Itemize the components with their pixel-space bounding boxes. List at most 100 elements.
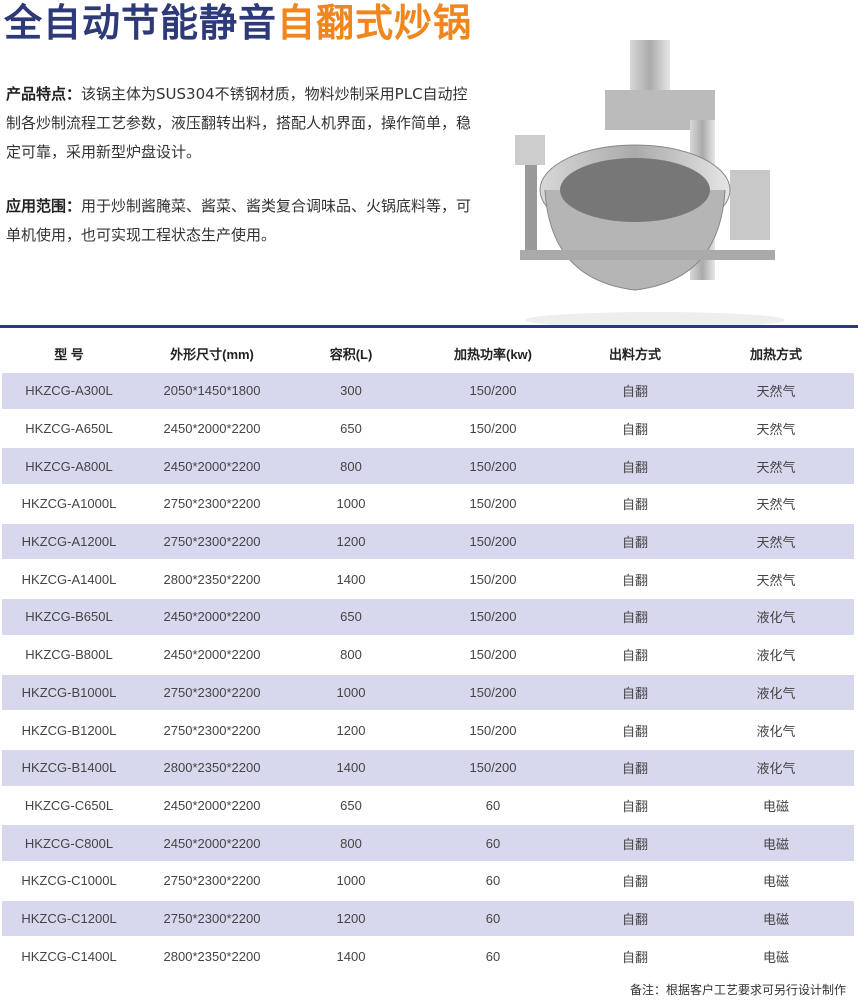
cell-discharge: 自翻 bbox=[572, 521, 698, 561]
cell-heating: 液化气 bbox=[698, 747, 854, 787]
cell-power: 150/200 bbox=[414, 747, 572, 787]
cell-dimensions: 2800*2350*2200 bbox=[136, 559, 288, 599]
cell-model: HKZCG-C1200L bbox=[2, 898, 136, 938]
cell-power: 60 bbox=[414, 936, 572, 975]
cell-discharge: 自翻 bbox=[572, 634, 698, 674]
cell-model: HKZCG-C1000L bbox=[2, 860, 136, 900]
table-row: HKZCG-A650L 2450*2000*2200 650 150/200 自翻 天然气 bbox=[2, 408, 854, 448]
cell-heating: 液化气 bbox=[698, 710, 854, 749]
cell-model: HKZCG-A650L bbox=[2, 408, 136, 448]
cell-dimensions: 2050*1450*1800 bbox=[136, 371, 288, 410]
table-row: HKZCG-C1400L 2800*2350*2200 1400 60 自翻 电磁 bbox=[2, 936, 854, 975]
header-model: 型 号 bbox=[54, 347, 84, 362]
cell-capacity: 1400 bbox=[288, 747, 414, 787]
cell-model: HKZCG-B650L bbox=[2, 597, 136, 636]
cell-dimensions: 2450*2000*2200 bbox=[136, 823, 288, 862]
cell-heating: 天然气 bbox=[698, 408, 854, 448]
cell-dimensions: 2800*2350*2200 bbox=[136, 936, 288, 975]
cell-discharge: 自翻 bbox=[572, 860, 698, 900]
header-heating: 加热方式 bbox=[749, 347, 802, 362]
cell-power: 150/200 bbox=[414, 597, 572, 636]
table-row: HKZCG-C800L 2450*2000*2200 800 60 自翻 电磁 bbox=[2, 823, 854, 862]
page-title: 全自动节能静音自翻式炒锅 bbox=[4, 1, 473, 45]
table-row: HKZCG-B1400L 2800*2350*2200 1400 150/200 自翻液… bbox=[2, 747, 854, 787]
cell-heating: 电磁 bbox=[698, 860, 854, 900]
cell-discharge: 自翻 bbox=[572, 936, 698, 975]
cell-power: 150/200 bbox=[414, 371, 572, 410]
cell-power: 150/200 bbox=[414, 710, 572, 749]
header-discharge: 出料方式 bbox=[608, 347, 661, 362]
cell-discharge: 自翻 bbox=[572, 371, 698, 410]
cell-dimensions: 2450*2000*2200 bbox=[136, 597, 288, 636]
table-row: HKZCG-C1200L 2750*2300*2200 1200 60 自翻 电磁 bbox=[2, 898, 854, 938]
cell-discharge: 自翻 bbox=[572, 597, 698, 636]
cell-power: 150/200 bbox=[414, 521, 572, 561]
cell-power: 60 bbox=[414, 785, 572, 825]
cell-heating: 电磁 bbox=[698, 898, 854, 938]
cell-model: HKZCG-B1000L bbox=[2, 672, 136, 712]
table-row: HKZCG-B1000L 2750*2300*2200 1000 150/200 自翻液… bbox=[2, 672, 854, 712]
cell-power: 60 bbox=[414, 898, 572, 938]
cell-model: HKZCG-A1200L bbox=[2, 521, 136, 561]
table-row: HKZCG-A800L 2450*2000*2200 800 150/200 自翻 天然气 bbox=[2, 446, 854, 486]
cell-power: 150/200 bbox=[414, 559, 572, 599]
spec-table: 型 号 外形尺寸(mm) 容积(L) 加热功率(kw) 出料方式 加热方式 HK… bbox=[2, 336, 854, 975]
cell-dimensions: 2750*2300*2200 bbox=[136, 710, 288, 749]
cell-capacity: 800 bbox=[288, 446, 414, 486]
table-row: HKZCG-B800L 2450*2000*2200 800 150/200 自翻 液化气 bbox=[2, 634, 854, 674]
cell-dimensions: 2450*2000*2200 bbox=[136, 446, 288, 486]
cell-model: HKZCG-A1400L bbox=[2, 559, 136, 599]
cell-model: HKZCG-A800L bbox=[2, 446, 136, 486]
product-features: 产品特点：该锅主体为SUS304不锈钢材质，物料炒制采用PLC自动控制各炒制流程… bbox=[6, 85, 472, 161]
cell-power: 60 bbox=[414, 860, 572, 900]
cell-capacity: 1400 bbox=[288, 936, 414, 975]
table-row: HKZCG-C1000L 2750*2300*2200 1000 60 自翻 电磁 bbox=[2, 860, 854, 900]
cell-discharge: 自翻 bbox=[572, 559, 698, 599]
cell-discharge: 自翻 bbox=[572, 898, 698, 938]
cell-discharge: 自翻 bbox=[572, 446, 698, 486]
cell-model: HKZCG-A300L bbox=[2, 371, 136, 410]
cell-power: 150/200 bbox=[414, 408, 572, 448]
cell-dimensions: 2750*2300*2200 bbox=[136, 860, 288, 900]
cell-dimensions: 2450*2000*2200 bbox=[136, 634, 288, 674]
table-row: HKZCG-A1400L 2800*2350*2200 1400 150/200 自翻天… bbox=[2, 559, 854, 599]
cell-discharge: 自翻 bbox=[572, 710, 698, 749]
cell-model: HKZCG-B800L bbox=[2, 634, 136, 674]
table-row: HKZCG-A1200L 2750*2300*2200 1200 150/200 自翻天… bbox=[2, 521, 854, 561]
cell-heating: 液化气 bbox=[698, 672, 854, 712]
cell-heating: 液化气 bbox=[698, 597, 854, 636]
table-row: HKZCG-C650L 2450*2000*2200 650 60 自翻 电磁 bbox=[2, 785, 854, 825]
cell-power: 150/200 bbox=[414, 672, 572, 712]
cell-capacity: 650 bbox=[288, 408, 414, 448]
cell-discharge: 自翻 bbox=[572, 672, 698, 712]
cell-capacity: 650 bbox=[288, 785, 414, 825]
cell-discharge: 自翻 bbox=[572, 823, 698, 862]
header-dimensions: 外形尺寸(mm) bbox=[170, 347, 254, 362]
cell-model: HKZCG-B1400L bbox=[2, 747, 136, 787]
cell-capacity: 800 bbox=[288, 823, 414, 862]
cell-model: HKZCG-C800L bbox=[2, 823, 136, 862]
footnote: 备注：根据客户工艺要求可另行设计制作 bbox=[629, 983, 846, 997]
table-row: HKZCG-B1200L 2750*2300*2200 1200 150/200 自翻液… bbox=[2, 710, 854, 749]
cell-capacity: 300 bbox=[288, 371, 414, 410]
cell-dimensions: 2450*2000*2200 bbox=[136, 408, 288, 448]
cell-discharge: 自翻 bbox=[572, 408, 698, 448]
table-row: HKZCG-A300L 2050*1450*1800 300 150/200 自翻 天然气 bbox=[2, 371, 854, 410]
cell-model: HKZCG-C650L bbox=[2, 785, 136, 825]
cell-discharge: 自翻 bbox=[572, 747, 698, 787]
header-capacity: 容积(L) bbox=[329, 347, 373, 362]
cell-heating: 天然气 bbox=[698, 446, 854, 486]
cell-power: 150/200 bbox=[414, 446, 572, 486]
cell-dimensions: 2750*2300*2200 bbox=[136, 521, 288, 561]
cell-capacity: 800 bbox=[288, 634, 414, 674]
cell-discharge: 自翻 bbox=[572, 484, 698, 523]
cell-heating: 液化气 bbox=[698, 634, 854, 674]
cell-heating: 天然气 bbox=[698, 484, 854, 523]
table-row: HKZCG-B650L 2450*2000*2200 650 150/200 自翻 液化气 bbox=[2, 597, 854, 636]
cell-capacity: 1200 bbox=[288, 521, 414, 561]
cell-heating: 电磁 bbox=[698, 785, 854, 825]
cell-capacity: 1000 bbox=[288, 860, 414, 900]
cell-model: HKZCG-A1000L bbox=[2, 484, 136, 523]
cell-power: 150/200 bbox=[414, 634, 572, 674]
cell-capacity: 1200 bbox=[288, 710, 414, 749]
